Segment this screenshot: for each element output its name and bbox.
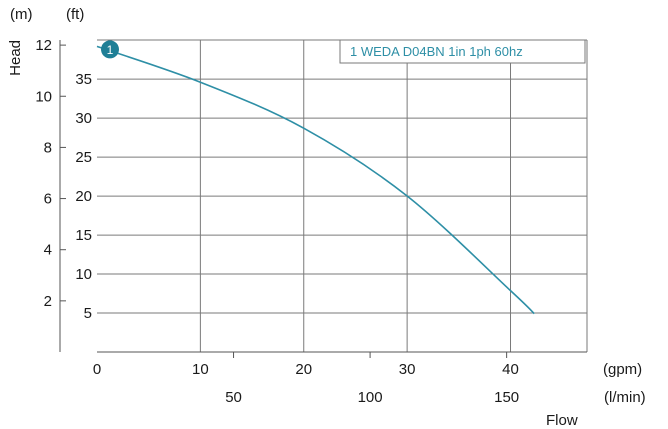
x-tick-label-gpm: 20 <box>295 361 312 378</box>
y-tick-label-ft: 10 <box>75 266 92 283</box>
y-tick-label-ft: 5 <box>84 305 92 322</box>
axes <box>59 40 587 353</box>
y-secondary-unit-label: (ft) <box>66 6 84 23</box>
y-tick-label-ft: 30 <box>75 110 92 127</box>
legend-box <box>339 39 586 64</box>
legend-entry: 1 WEDA D04BN 1in 1ph 60hz <box>350 44 523 59</box>
x-secondary-unit-label: (l/min) <box>604 389 646 406</box>
y-tick-label-m: 12 <box>35 37 52 54</box>
y-tick-label-ft: 15 <box>75 227 92 244</box>
y-axis-title: Head <box>7 40 24 76</box>
y-tick-label-ft: 20 <box>75 188 92 205</box>
series-marker <box>101 40 119 59</box>
x-primary-unit-label: (gpm) <box>603 361 642 378</box>
y-tick-label-m: 6 <box>44 191 52 208</box>
x-tick-label-gpm: 10 <box>192 361 209 378</box>
grid-lines <box>97 39 588 352</box>
y-tick-label-m: 2 <box>44 293 52 310</box>
x-tick-label-gpm: 0 <box>93 361 101 378</box>
x-tick-label-gpm: 30 <box>399 361 416 378</box>
series-line <box>96 45 535 315</box>
legend: 1 WEDA D04BN 1in 1ph 60hz <box>339 39 586 64</box>
series-marker-label: 1 <box>107 43 114 57</box>
tick-labels: 0 10 20 30 40 50 100 150 2 4 6 8 10 12 5 10 15 20 25 30 35 <box>35 37 519 406</box>
y-tick-label-m: 4 <box>44 242 52 259</box>
x-tick-label-gpm: 40 <box>502 361 519 378</box>
y-primary-unit-label: (m) <box>10 6 33 23</box>
series-layer: 1 <box>96 40 535 315</box>
x-tick-label-lpm: 50 <box>225 389 242 406</box>
y-tick-label-m: 10 <box>35 88 52 105</box>
y-tick-label-ft: 35 <box>75 71 92 88</box>
y-tick-label-ft: 25 <box>75 149 92 166</box>
x-tick-label-lpm: 150 <box>494 389 519 406</box>
x-tick-label-lpm: 100 <box>358 389 383 406</box>
y-tick-label-m: 8 <box>44 139 52 156</box>
x-axis-title: Flow <box>546 412 578 429</box>
